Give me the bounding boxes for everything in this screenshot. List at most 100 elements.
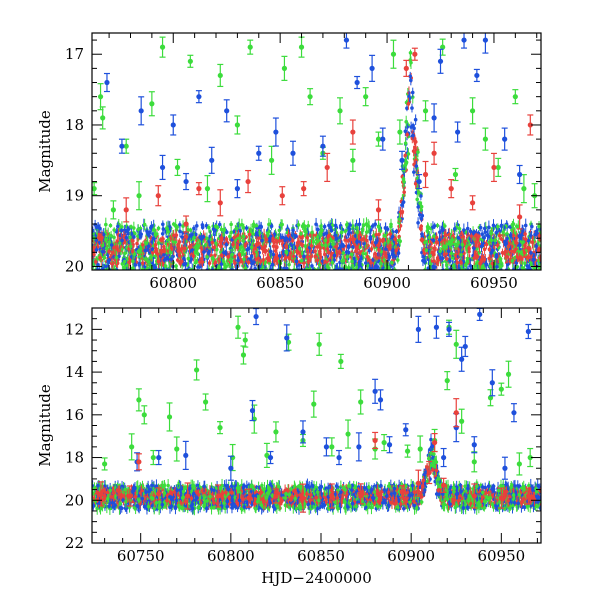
- point-s2-17: [490, 152, 497, 183]
- point-s2-2: [183, 215, 190, 233]
- point-s0-1: [128, 433, 135, 461]
- point-s0-33: [458, 408, 465, 434]
- tick-labels: 60800 60850 60900 60950 17 18 19 20: [65, 45, 518, 292]
- point-s2-15: [448, 179, 455, 199]
- x-tick-label: 60900: [363, 274, 411, 292]
- point-s2-6: [279, 186, 286, 206]
- panel-bottom: 60750 60800 60850 60900 60950 12 14 16 18 20 22 Ma…: [36, 307, 542, 587]
- point-s2-19: [498, 487, 505, 509]
- point-s2-6: [245, 488, 252, 508]
- point-s2-8: [324, 152, 331, 183]
- point-s0-2: [135, 388, 142, 412]
- point-s0-24: [357, 389, 364, 415]
- point-s1-24: [473, 68, 480, 83]
- x-tick-label: 60950: [477, 547, 525, 565]
- point-s2-18: [471, 483, 478, 509]
- point-s0-4: [123, 138, 130, 154]
- point-s1-26: [501, 456, 508, 480]
- point-s1-11: [355, 432, 362, 462]
- point-s0-14: [268, 145, 275, 175]
- point-s1-22: [462, 335, 469, 358]
- x-tick-label: 60850: [297, 547, 345, 565]
- point-s1-1: [118, 138, 125, 154]
- y-tick-label: 18: [65, 449, 84, 467]
- x-tick-label: 60800: [149, 274, 197, 292]
- point-s1-9: [323, 437, 330, 457]
- point-s0-38: [516, 452, 523, 476]
- point-s1-10: [255, 145, 262, 161]
- point-s2-10: [375, 199, 382, 221]
- point-s0-26: [439, 38, 446, 56]
- axis-ticks: [92, 33, 541, 270]
- point-s2-13: [422, 160, 429, 189]
- point-s2-3: [195, 182, 202, 196]
- axis-ticks: [92, 307, 541, 544]
- point-s1-9: [234, 179, 241, 199]
- point-s1-13: [377, 389, 384, 411]
- point-s2-12: [411, 47, 418, 61]
- point-s1-16: [369, 54, 376, 82]
- tick-labels: 60750 60800 60850 60900 60950 12 14 16 18 20 22: [65, 320, 525, 565]
- point-s2-14: [426, 460, 433, 485]
- point-s1-20: [431, 103, 438, 133]
- point-s2-1: [126, 485, 133, 507]
- point-s0-28: [469, 97, 476, 125]
- point-s0-7: [193, 359, 200, 381]
- point-s0-10: [204, 175, 211, 203]
- point-s2-13: [415, 469, 422, 497]
- x-tick-label: 60800: [207, 547, 255, 565]
- point-s1-8: [299, 420, 306, 444]
- point-s1-3: [227, 455, 234, 481]
- point-s0-21: [362, 87, 369, 107]
- point-s0-9: [217, 421, 224, 435]
- point-s1-23: [471, 436, 478, 454]
- point-s2-9: [328, 483, 335, 509]
- point-s0-3: [110, 200, 117, 220]
- point-s1-18: [440, 447, 447, 468]
- point-s2-16: [440, 477, 447, 493]
- point-s1-26: [501, 127, 508, 151]
- point-s1-16: [415, 315, 422, 343]
- point-s0-6: [173, 436, 180, 462]
- point-s2-4: [217, 189, 224, 217]
- point-s0-6: [148, 91, 155, 117]
- point-s0-7: [159, 36, 166, 58]
- point-s0-19: [337, 97, 344, 125]
- point-s1-19: [416, 173, 423, 190]
- point-s1-17: [379, 127, 386, 151]
- point-s0-5: [136, 181, 143, 211]
- y-axis-label: Magnitude: [36, 384, 54, 467]
- point-s1-6: [267, 450, 274, 465]
- point-s1-27: [510, 403, 517, 423]
- point-s2-15: [431, 432, 438, 453]
- point-s1-21: [437, 48, 444, 74]
- point-s1-18: [399, 150, 406, 170]
- point-s0-15: [281, 55, 288, 81]
- point-s1-23: [461, 33, 468, 49]
- point-s2-17: [453, 398, 460, 428]
- y-tick-label: 18: [65, 116, 84, 134]
- point-s2-14: [431, 141, 438, 165]
- point-s1-25: [482, 33, 489, 54]
- point-s2-9: [349, 119, 356, 145]
- point-s0-23: [390, 39, 397, 69]
- point-s0-32: [453, 329, 460, 359]
- point-s1-12: [372, 378, 379, 404]
- point-s2-1: [155, 185, 162, 207]
- point-s0-27: [404, 444, 411, 458]
- point-s0-0: [101, 457, 108, 471]
- point-s0-8: [174, 158, 181, 177]
- point-s2-12: [399, 485, 406, 499]
- point-s1-7: [283, 324, 290, 352]
- point-s2-0: [98, 481, 105, 507]
- point-s1-15: [402, 423, 409, 437]
- point-s0-30: [444, 371, 451, 391]
- point-s1-25: [489, 369, 496, 397]
- point-s1-3: [159, 154, 166, 181]
- point-s1-5: [253, 308, 260, 326]
- point-s0-22: [337, 353, 344, 370]
- point-s0-4: [150, 449, 157, 466]
- point-s1-13: [319, 135, 326, 157]
- point-s0-27: [452, 167, 459, 182]
- point-s0-24: [396, 119, 403, 145]
